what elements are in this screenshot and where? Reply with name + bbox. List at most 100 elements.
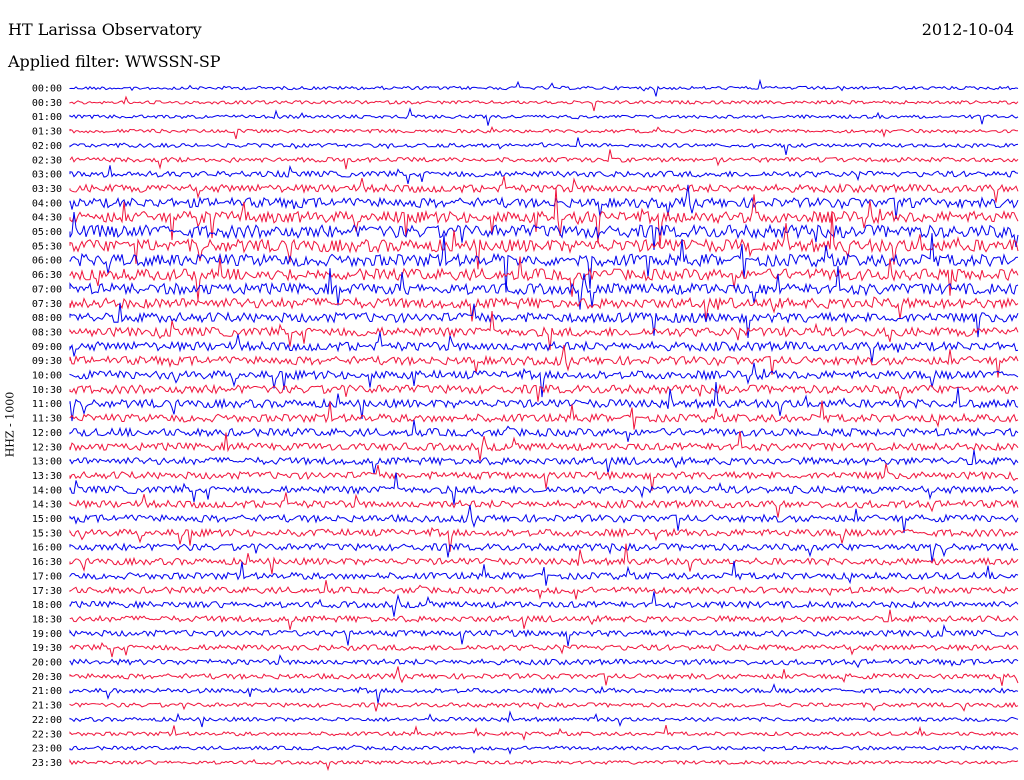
trace-line [69,126,1018,140]
trace-line [69,666,1019,686]
date-label: 2012-10-04 [921,20,1014,39]
time-tick-label: 09:30 [32,356,62,367]
trace-line [69,710,1019,728]
time-tick-label: 16:30 [32,557,62,568]
time-tick-label: 12:00 [32,428,62,439]
trace-line [69,624,1019,647]
time-tick-label: 02:00 [32,141,62,152]
trace-line [69,504,1019,534]
trace-line [69,560,1019,586]
time-tick-label: 21:30 [32,701,62,712]
time-tick-label: 15:00 [32,514,62,525]
trace-line [69,266,1019,310]
time-tick-label: 02:30 [32,155,62,166]
time-tick-label: 14:30 [32,500,62,511]
time-tick-label: 19:00 [32,629,62,640]
trace-line [69,543,1019,575]
trace-line [69,362,1019,398]
trace-line [69,310,1019,351]
time-tick-label: 16:00 [32,543,62,554]
time-tick-label: 06:00 [32,256,62,267]
time-tick-label: 03:30 [32,184,62,195]
time-tick-label: 03:00 [32,170,62,181]
trace-line [69,256,1019,301]
trace-line [69,463,1019,491]
time-tick-label: 00:00 [32,84,62,95]
trace-line [69,175,1019,203]
trace-line [69,683,1019,704]
trace-line [69,400,1019,430]
time-tick-label: 06:30 [32,270,62,281]
trace-line [69,187,1019,248]
trace-line [69,420,1019,442]
time-tick-label: 08:30 [32,327,62,338]
trace-line [69,381,1019,422]
time-tick-label: 05:30 [32,241,62,252]
trace-line [69,580,1019,600]
trace-line [69,492,1019,518]
time-tick-label: 11:30 [32,414,62,425]
time-tick-label: 18:00 [32,600,62,611]
time-tick-label: 18:30 [32,614,62,625]
time-tick-label: 19:30 [32,643,62,654]
trace-line [69,212,1019,270]
trace-line [69,701,1019,712]
time-tick-label: 09:00 [32,342,62,353]
trace-line [69,758,1019,772]
time-tick-label: 04:30 [32,213,62,224]
trace-line [69,184,1019,220]
time-tick-label: 17:30 [32,586,62,597]
trace-line [69,449,1019,475]
trace-line [69,430,1019,462]
trace-line [69,724,1019,741]
trace-line [69,149,1019,170]
trace-line [69,526,1019,552]
time-tick-label: 07:30 [32,299,62,310]
time-tick-label: 12:30 [32,442,62,453]
station-title: HT Larissa Observatory [8,20,202,39]
time-tick-label: 00:30 [32,98,62,109]
time-tick-label: 04:00 [32,198,62,209]
trace-line [69,296,1019,322]
time-tick-label: 13:30 [32,471,62,482]
time-tick-label: 01:30 [32,127,62,138]
time-tick-label: 01:00 [32,112,62,123]
trace-line [69,591,1019,617]
trace-line [69,164,1019,185]
trace-line [69,609,1019,630]
time-tick-label: 08:00 [32,313,62,324]
trace-line [69,383,1019,402]
trace-line [69,344,1019,378]
time-tick-label: 13:00 [32,457,62,468]
trace-line [69,472,1019,505]
trace-line [69,744,1019,755]
trace-line [69,137,1019,156]
trace-line [69,302,1019,339]
trace-line [69,332,1019,363]
trace-line [69,78,1019,97]
trace-line [69,212,1019,251]
time-tick-label: 23:30 [32,758,62,769]
time-tick-label: 20:00 [32,658,62,669]
time-tick-label: 17:00 [32,571,62,582]
trace-line [69,641,1019,658]
time-tick-label: 05:00 [32,227,62,238]
time-tick-label: 10:30 [32,385,62,396]
filter-label: Applied filter: WWSSN-SP [8,52,221,71]
time-tick-label: 22:00 [32,715,62,726]
trace-line [69,95,1019,112]
time-tick-label: 23:00 [32,744,62,755]
trace-line [69,233,1019,293]
time-tick-label: 14:00 [32,485,62,496]
time-tick-label: 10:00 [32,371,62,382]
time-tick-label: 07:00 [32,284,62,295]
trace-line [69,654,1019,669]
trace-line [69,107,1019,126]
time-tick-label: 15:30 [32,528,62,539]
time-tick-label: 11:00 [32,399,62,410]
time-tick-label: 21:00 [32,686,62,697]
time-tick-label: 22:30 [32,729,62,740]
time-tick-label: 20:30 [32,672,62,683]
trace-line [69,542,1019,563]
